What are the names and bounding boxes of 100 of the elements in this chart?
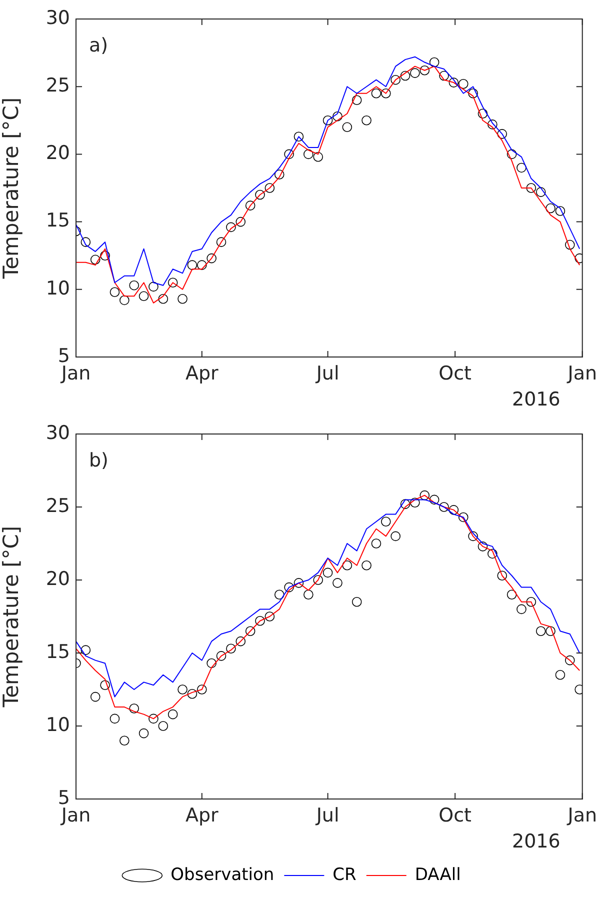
point (497, 570, 508, 581)
point (322, 568, 333, 578)
x-tick-label: Jul (315, 362, 340, 384)
point (255, 616, 265, 626)
point (216, 651, 226, 661)
point (362, 560, 372, 570)
point (178, 684, 188, 694)
point (226, 644, 236, 654)
point (196, 260, 207, 270)
point (206, 253, 216, 264)
y-tick-label: 10 (46, 277, 70, 300)
legend-label: DAAll (414, 864, 461, 885)
text: 2016 (512, 830, 560, 852)
point (448, 78, 459, 88)
point (168, 278, 178, 288)
point (342, 122, 352, 132)
point (448, 505, 459, 515)
point (381, 88, 391, 98)
point (420, 65, 430, 76)
point (468, 531, 478, 542)
point (400, 499, 410, 509)
point (284, 149, 294, 160)
point (129, 704, 140, 714)
point (342, 560, 352, 570)
point (110, 714, 120, 724)
y-tick-label: 25 (46, 74, 70, 97)
point (371, 88, 382, 98)
point (129, 280, 140, 290)
x-tick-label: Jan (566, 804, 598, 826)
point (187, 688, 198, 699)
y-tick-label: 10 (46, 714, 70, 736)
point (90, 254, 100, 265)
point (555, 206, 566, 216)
point (546, 203, 556, 214)
point (110, 287, 120, 298)
point (313, 152, 324, 162)
point (429, 494, 440, 505)
x-tick-label: Oct (438, 804, 472, 826)
point (274, 590, 284, 600)
point (400, 70, 410, 81)
point (420, 490, 430, 500)
point (497, 129, 508, 139)
point (148, 282, 158, 292)
point (468, 88, 478, 98)
x-tick-label: Oct (438, 362, 472, 384)
point (120, 736, 130, 746)
point (352, 95, 362, 106)
legend-label: Observation (170, 864, 274, 885)
point (245, 200, 256, 210)
point (206, 658, 216, 668)
point (371, 538, 382, 548)
point (565, 655, 575, 666)
point (236, 636, 246, 646)
point (516, 162, 526, 173)
point (120, 295, 130, 306)
point (226, 222, 236, 232)
point (148, 714, 158, 724)
point (80, 645, 91, 655)
point (332, 111, 342, 122)
point (526, 597, 536, 607)
point (332, 578, 342, 588)
point (138, 291, 149, 302)
point (536, 626, 546, 636)
point (313, 575, 324, 585)
point (100, 680, 110, 690)
point (274, 170, 284, 180)
point (294, 132, 304, 142)
point (488, 548, 498, 559)
x-tick-label: Apr (185, 804, 219, 826)
point (264, 183, 275, 193)
point (536, 187, 546, 197)
point (506, 590, 517, 600)
annotation: a) (89, 34, 108, 56)
point (322, 116, 333, 126)
point (458, 512, 468, 522)
point (478, 542, 488, 552)
point (506, 149, 517, 160)
legend-label: CR (332, 864, 357, 885)
point (80, 237, 91, 247)
point (158, 721, 168, 731)
x-tick-label: Jul (315, 804, 340, 826)
point (90, 692, 100, 702)
point (100, 250, 110, 260)
y-tick-label: 30 (46, 422, 70, 444)
point (555, 670, 566, 680)
point (429, 57, 440, 68)
point (410, 498, 420, 508)
point (410, 68, 420, 78)
point (362, 116, 372, 126)
point (245, 626, 256, 636)
point (439, 70, 449, 81)
y-tick-label: 20 (46, 568, 70, 590)
point (264, 612, 275, 622)
point (390, 531, 400, 542)
point (352, 597, 362, 607)
point (439, 502, 449, 512)
point (236, 216, 246, 227)
point (187, 260, 198, 270)
point (565, 240, 575, 250)
y-tick-label: 15 (46, 640, 70, 663)
